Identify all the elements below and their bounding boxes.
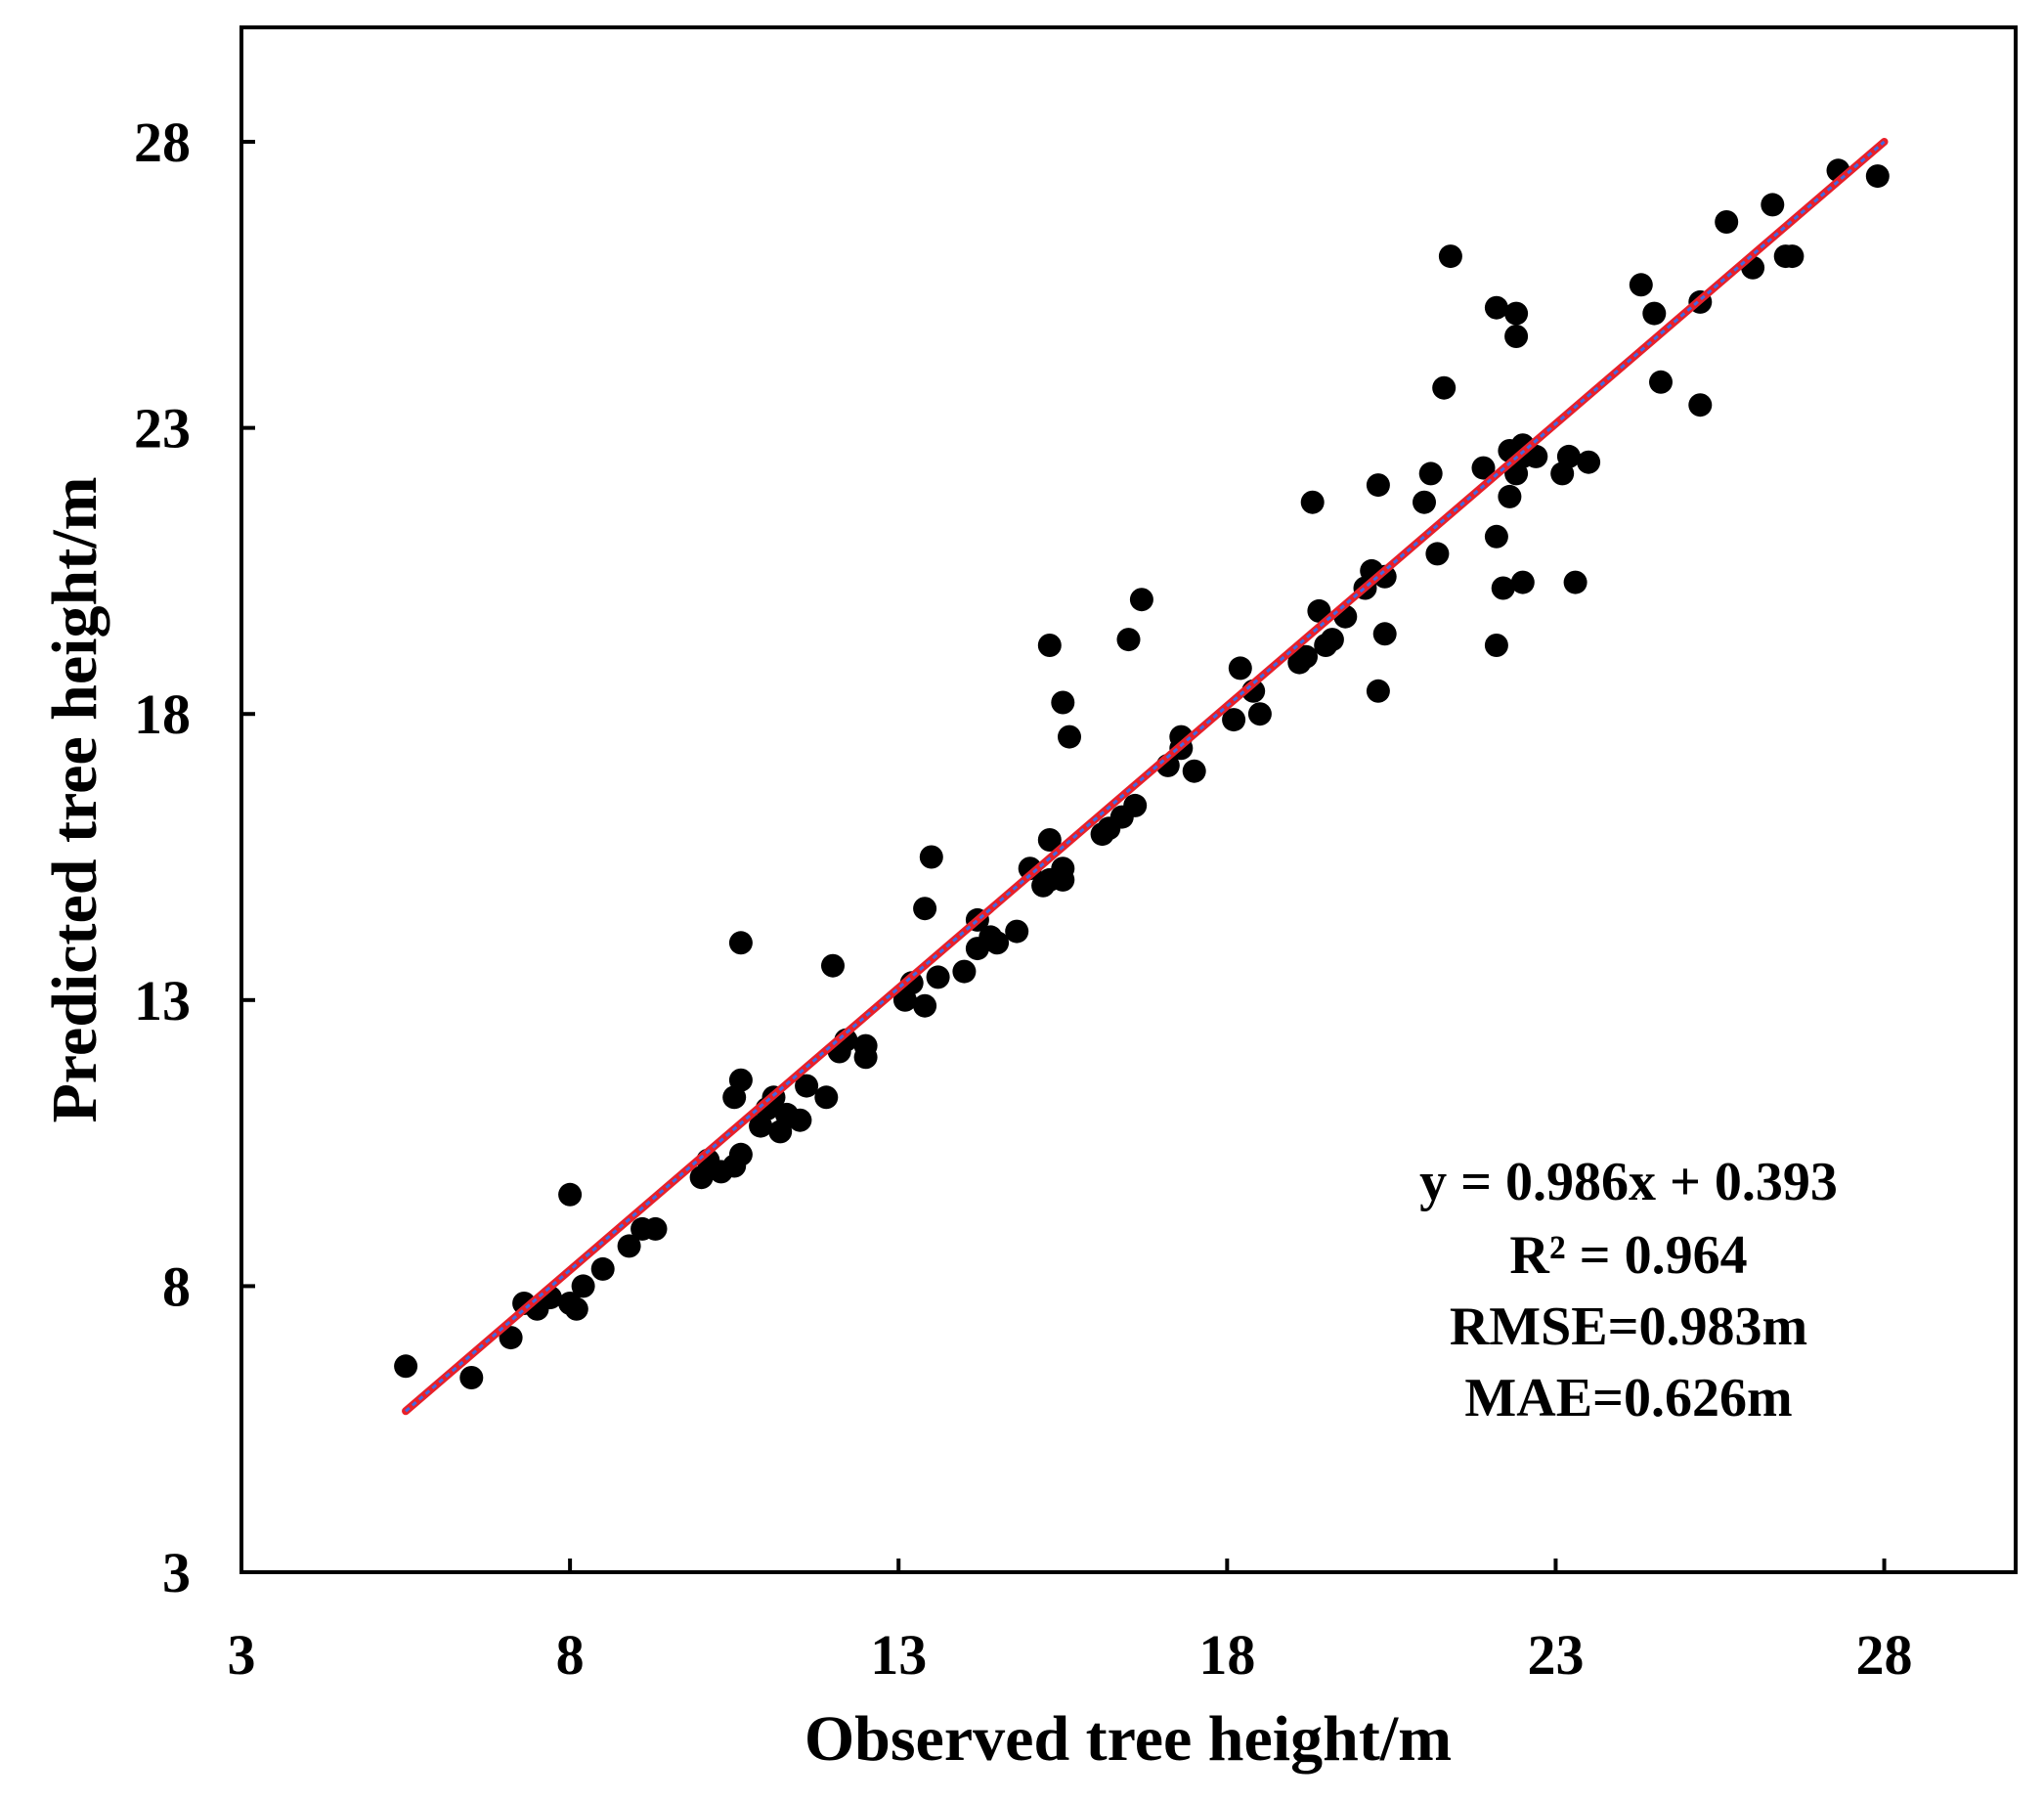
data-point (985, 931, 1010, 955)
x-tick-label: 23 (1527, 1623, 1584, 1687)
data-point (728, 931, 753, 955)
data-point (1649, 370, 1673, 394)
annotation-equation: y = 0.986x + 0.393 (1419, 1152, 1838, 1212)
data-point (617, 1234, 641, 1258)
data-point (1182, 759, 1206, 783)
data-point (1051, 867, 1075, 892)
data-point (1642, 301, 1667, 326)
y-tick-label: 18 (134, 682, 191, 746)
data-point (1037, 828, 1062, 852)
data-point (1058, 725, 1081, 749)
data-point (1300, 490, 1325, 514)
data-point (919, 845, 943, 869)
y-tick-label: 28 (134, 110, 191, 174)
data-point (853, 1033, 878, 1058)
x-tick-label: 8 (556, 1623, 585, 1687)
data-point (795, 1074, 819, 1098)
x-tick-label: 28 (1856, 1623, 1913, 1687)
data-point (1715, 210, 1739, 234)
data-point (1247, 702, 1272, 726)
data-point (643, 1216, 668, 1241)
data-point (1425, 542, 1450, 566)
x-axis-ticks: 3 8 13 18 23 28 (228, 1559, 1913, 1687)
data-point (1484, 295, 1508, 320)
fit-statistics: y = 0.986x + 0.393 R² = 0.964 RMSE=0.983… (1419, 1152, 1838, 1428)
data-point (1129, 588, 1153, 612)
data-point (913, 897, 937, 921)
data-point (1366, 679, 1390, 703)
data-points (394, 158, 1890, 1389)
data-point (394, 1354, 418, 1379)
data-point (499, 1326, 523, 1350)
data-point (1116, 628, 1141, 652)
data-point (1432, 375, 1457, 400)
annotation-r-squared: R² = 0.964 (1509, 1225, 1747, 1286)
data-point (1471, 456, 1496, 480)
data-point (1228, 656, 1252, 681)
plot-frame (239, 25, 2018, 1574)
annotation-mae: MAE=0.626m (1464, 1368, 1792, 1428)
data-point (1498, 484, 1522, 508)
data-point (1504, 325, 1529, 348)
data-point (1438, 244, 1462, 269)
data-point (1037, 634, 1062, 657)
data-point (1366, 473, 1390, 498)
data-point (728, 1068, 753, 1092)
y-tick-label: 8 (162, 1254, 191, 1318)
data-point (1780, 244, 1805, 269)
data-point (1629, 273, 1653, 297)
data-point (1556, 444, 1581, 468)
fit-line-red (402, 137, 1889, 1416)
data-point (814, 1085, 839, 1110)
data-point (558, 1182, 583, 1207)
y-axis-ticks: 3 8 13 18 23 28 (134, 110, 255, 1604)
data-point (1510, 570, 1535, 594)
data-point (1320, 628, 1344, 652)
data-point (459, 1366, 484, 1389)
data-point (952, 959, 977, 984)
data-point (1123, 793, 1148, 817)
data-point (590, 1256, 615, 1281)
data-point (571, 1274, 595, 1298)
data-point (1577, 450, 1601, 474)
data-point (1504, 301, 1529, 326)
data-point (1294, 644, 1318, 669)
x-tick-label: 13 (870, 1623, 927, 1687)
data-point (1761, 193, 1785, 217)
data-point (821, 953, 845, 978)
data-point (1222, 708, 1246, 732)
data-point (1484, 634, 1508, 657)
data-point (1688, 393, 1713, 417)
regression-line (402, 137, 1889, 1416)
y-tick-label: 13 (134, 969, 191, 1032)
data-point (788, 1108, 812, 1132)
data-point (728, 1142, 753, 1166)
data-point (1491, 576, 1515, 600)
x-tick-label: 3 (228, 1623, 256, 1687)
y-tick-label: 3 (162, 1541, 191, 1604)
data-point (1418, 461, 1443, 486)
data-point (1005, 919, 1029, 944)
y-tick-label: 23 (134, 397, 191, 461)
data-point (1484, 524, 1508, 549)
data-point (1372, 622, 1397, 646)
data-point (1051, 690, 1075, 715)
x-axis-title: Observed tree height/m (805, 1703, 1452, 1775)
data-point (1563, 570, 1587, 594)
data-point (913, 993, 937, 1018)
data-point (1413, 490, 1436, 514)
data-point (926, 965, 950, 989)
annotation-rmse: RMSE=0.983m (1450, 1296, 1807, 1357)
data-point (564, 1296, 588, 1321)
x-tick-label: 18 (1198, 1623, 1255, 1687)
y-axis-title: Predicted tree height/m (39, 476, 110, 1122)
data-point (1865, 164, 1890, 189)
